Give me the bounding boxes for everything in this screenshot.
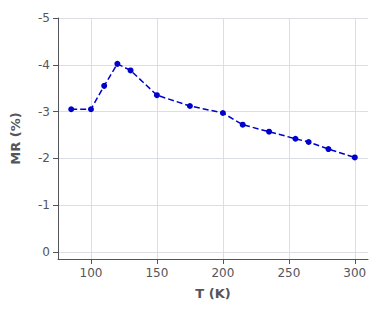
svg-text:-4: -4 xyxy=(38,58,50,72)
svg-text:MR (%): MR (%) xyxy=(8,112,23,164)
svg-text:250: 250 xyxy=(277,266,300,280)
svg-text:-5: -5 xyxy=(38,11,50,25)
svg-text:0: 0 xyxy=(42,245,50,259)
svg-text:300: 300 xyxy=(343,266,366,280)
svg-text:-1: -1 xyxy=(38,198,50,212)
svg-text:T (K): T (K) xyxy=(195,286,230,301)
svg-text:100: 100 xyxy=(80,266,103,280)
svg-text:200: 200 xyxy=(211,266,234,280)
svg-text:150: 150 xyxy=(145,266,168,280)
svg-text:-2: -2 xyxy=(38,151,50,165)
svg-text:-3: -3 xyxy=(38,105,50,119)
